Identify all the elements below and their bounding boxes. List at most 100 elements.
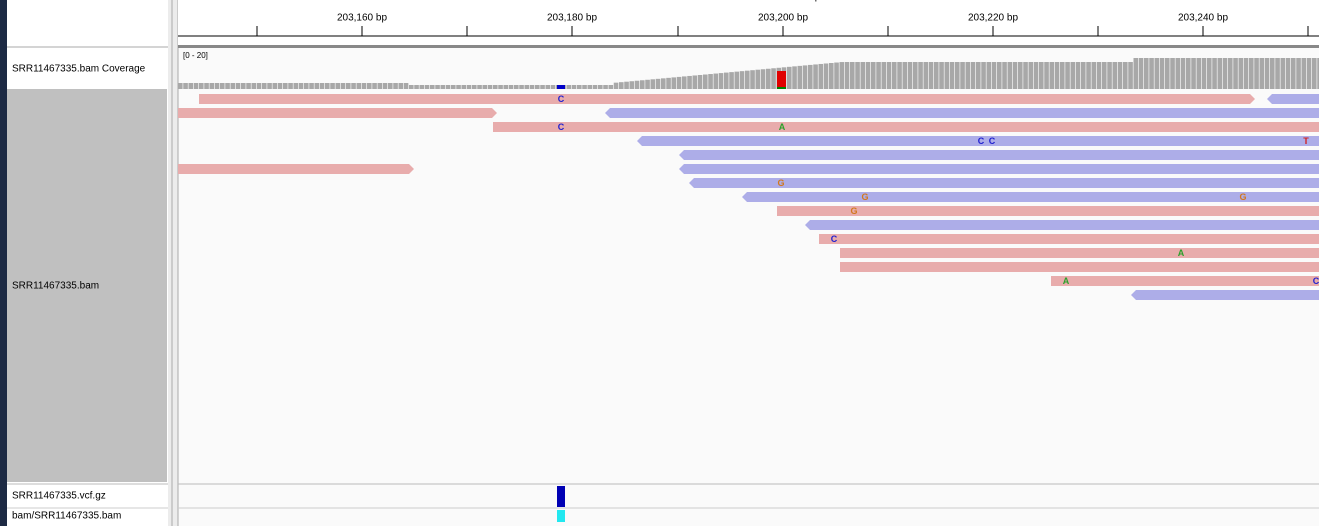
coverage-bar	[1102, 62, 1107, 89]
coverage-bar	[445, 85, 451, 89]
coverage-bar	[892, 62, 897, 89]
coverage-bar	[965, 62, 971, 89]
ruler-label: 203,220 bp	[968, 13, 1018, 24]
coverage-bar	[1291, 58, 1296, 89]
coverage-bar	[335, 83, 341, 89]
coverage-bar	[871, 62, 876, 89]
coverage-bar	[550, 85, 556, 89]
coverage-bar	[1270, 58, 1275, 89]
coverage-bar	[1023, 62, 1028, 89]
coverage-bar	[818, 63, 824, 89]
coverage-bar	[440, 85, 446, 89]
coverage-bar	[907, 62, 913, 89]
read	[679, 150, 1319, 160]
ruler-bar	[178, 45, 1319, 48]
coverage-bar	[351, 83, 356, 89]
coverage-bar	[897, 62, 902, 89]
coverage-bar	[960, 62, 965, 89]
coverage-bar	[1243, 58, 1249, 89]
coverage-bar	[1165, 58, 1170, 89]
coverage-bar	[1081, 62, 1086, 89]
coverage-bar	[1191, 58, 1196, 89]
read	[178, 108, 497, 118]
coverage-bar	[435, 85, 440, 89]
coverage-bar	[687, 75, 692, 89]
coverage-bar	[508, 85, 514, 89]
track-name: SRR11467335.bam Coverage	[12, 64, 146, 75]
coverage-bar	[666, 77, 671, 89]
coverage-bar	[1306, 58, 1312, 89]
coverage-bar	[283, 83, 288, 89]
coverage-bar	[1259, 58, 1265, 89]
coverage-bar	[1044, 62, 1049, 89]
coverage-bar	[1107, 62, 1112, 89]
coverage-bar	[214, 83, 220, 89]
coverage-bar	[682, 76, 687, 89]
coverage-bar	[829, 63, 834, 89]
coverage-bar	[256, 83, 262, 89]
coverage-bar	[1317, 58, 1319, 89]
coverage-bar	[1254, 58, 1259, 89]
divider	[168, 0, 178, 526]
read	[1131, 290, 1319, 300]
coverage-bar	[839, 62, 845, 89]
coverage-bar	[298, 83, 304, 89]
coverage-bar	[577, 85, 582, 89]
coverage-bar	[1049, 62, 1055, 89]
alignment-name-bg	[7, 89, 167, 482]
coverage-bar	[1228, 58, 1233, 89]
coverage-bar	[325, 83, 330, 89]
coverage-bar	[1060, 62, 1065, 89]
read	[637, 136, 1319, 146]
coverage-bar	[855, 62, 860, 89]
coverage-bar	[424, 85, 430, 89]
coverage-bar	[587, 85, 593, 89]
coverage-bar	[949, 62, 955, 89]
coverage-bar	[1186, 58, 1191, 89]
coverage-bar	[183, 83, 188, 89]
track-name: SRR11467335.vcf.gz	[12, 491, 106, 502]
coverage-bar	[220, 83, 225, 89]
coverage-bar	[1012, 62, 1018, 89]
coverage-bar	[1065, 62, 1070, 89]
coverage-bar	[629, 81, 635, 89]
mismatch-base: C	[989, 136, 996, 146]
coverage-bar	[388, 83, 393, 89]
coverage-bar	[1070, 62, 1076, 89]
coverage-bar	[713, 73, 719, 89]
coverage-bar	[755, 69, 761, 89]
coverage-bar	[382, 83, 388, 89]
coverage-bar	[204, 83, 209, 89]
mismatch-base: A	[1063, 276, 1070, 286]
coverage-bar	[1007, 62, 1013, 89]
coverage-bar	[697, 74, 703, 89]
coverage-bar	[571, 85, 577, 89]
coverage-bar	[608, 85, 614, 89]
ruler-span: 120 bp	[790, 0, 821, 3]
coverage-bar	[634, 80, 640, 89]
coverage-bar	[1280, 58, 1286, 89]
mismatch-base: C	[831, 234, 838, 244]
coverage-bar	[886, 62, 892, 89]
mismatch-base: C	[558, 122, 565, 132]
coverage-bar	[729, 72, 734, 89]
coverage-bar	[655, 78, 661, 89]
coverage-bar	[913, 62, 918, 89]
coverage-bar	[1028, 62, 1034, 89]
read	[840, 262, 1319, 272]
coverage-bar	[624, 81, 629, 89]
coverage-bar	[1175, 58, 1181, 89]
coverage-bar	[330, 83, 335, 89]
coverage-bar	[734, 71, 740, 89]
coverage-bar	[1128, 62, 1133, 89]
coverage-bar	[1138, 58, 1144, 89]
coverage-bar	[844, 62, 850, 89]
mismatch-base: A	[1178, 248, 1185, 258]
coverage-bar	[777, 87, 786, 89]
coverage-bar	[865, 62, 871, 89]
coverage-bar	[188, 83, 194, 89]
coverage-bar	[1091, 62, 1097, 89]
coverage-bar	[1018, 62, 1023, 89]
coverage-bar	[934, 62, 939, 89]
coverage-bar	[1054, 62, 1060, 89]
